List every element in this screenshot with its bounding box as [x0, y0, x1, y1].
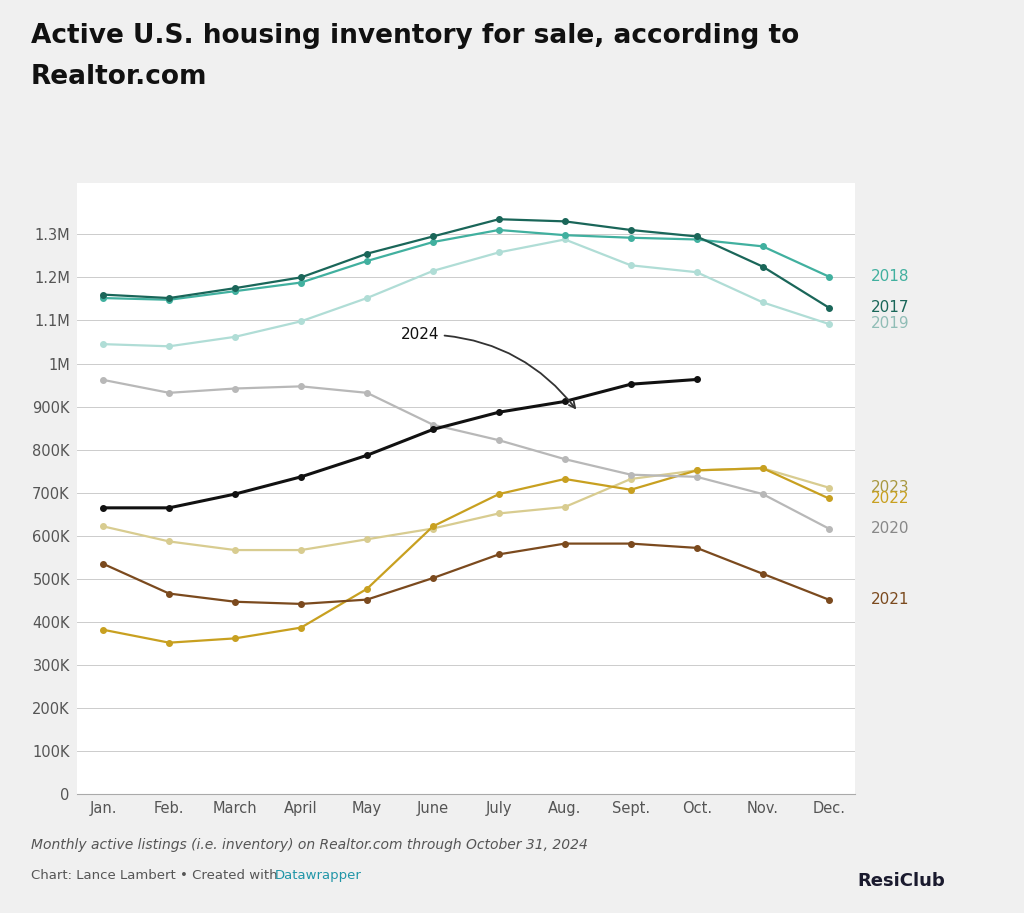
Text: 2019: 2019 — [870, 317, 909, 331]
Text: Active U.S. housing inventory for sale, according to: Active U.S. housing inventory for sale, … — [31, 23, 799, 48]
Text: Realtor.com: Realtor.com — [31, 64, 207, 89]
Text: 2020: 2020 — [870, 521, 909, 536]
Text: 2022: 2022 — [870, 491, 909, 506]
Text: 2021: 2021 — [870, 593, 909, 607]
Text: 2024: 2024 — [400, 327, 575, 408]
Text: ResiClub: ResiClub — [857, 872, 945, 890]
Text: Datawrapper: Datawrapper — [274, 869, 361, 882]
Text: 2023: 2023 — [870, 480, 909, 495]
Text: Monthly active listings (i.e. inventory) on Realtor.com through October 31, 2024: Monthly active listings (i.e. inventory)… — [31, 838, 588, 852]
Text: Chart: Lance Lambert • Created with: Chart: Lance Lambert • Created with — [31, 869, 282, 882]
Text: 2017: 2017 — [870, 300, 909, 315]
Text: 2018: 2018 — [870, 269, 909, 284]
